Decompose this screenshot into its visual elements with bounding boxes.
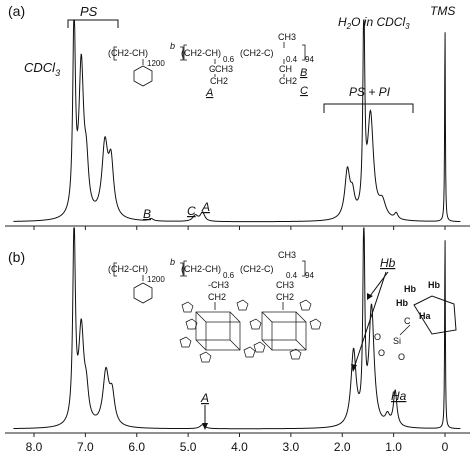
x-tick-label: 1.0 <box>385 440 402 454</box>
spectrum-b-trace <box>13 227 461 430</box>
hb-arrow-2-line <box>369 271 389 297</box>
hb-arrow-1-head <box>351 364 357 372</box>
struct-b-ch3-2: CH3 <box>276 280 294 290</box>
inset-hb-3: Hb <box>396 298 408 308</box>
struct-b-sub04: 0.4 <box>286 271 298 280</box>
struct-b-b: b <box>170 257 175 267</box>
struct-b-ch2-1: CH2 <box>208 292 226 302</box>
struct-a-bracket-1 <box>113 46 184 61</box>
ps-bracket <box>67 19 119 28</box>
struct-b-bracket-2 <box>183 260 306 277</box>
inset-hb-1: Hb <box>404 284 416 294</box>
ps-label: PS <box>80 4 98 19</box>
struct-a-ch2-2: CH2 <box>279 76 297 86</box>
x-tick-label: 4.0 <box>231 440 248 454</box>
struct-b-ch3-top: CH3 <box>278 250 296 260</box>
struct-a-ch3-side: -CH3 <box>212 64 233 74</box>
peak-c-label: C <box>187 204 196 218</box>
h2o-label: H2O in CDCl3 <box>338 15 410 31</box>
struct-a-ch: CH <box>279 64 292 74</box>
hb-label: Hb <box>380 256 396 270</box>
panel-b-label: (b) <box>8 249 25 265</box>
peak-b-label: B <box>143 207 151 221</box>
struct-b-phenyl-ring <box>133 282 153 304</box>
struct-a-bracket-2 <box>183 44 306 61</box>
struct-a-label-a: A <box>205 87 213 99</box>
inset-o1: O <box>374 332 381 342</box>
inset-si: Si <box>393 336 401 346</box>
struct-b-ch2-2: CH2 <box>276 292 294 302</box>
peak-a-b-label: A <box>200 391 209 405</box>
struct-a-chain2: (CH2-CH) <box>181 48 221 58</box>
spectrum-a-trace <box>13 19 461 223</box>
tms-label: TMS <box>430 4 455 18</box>
panel-a-label: (a) <box>8 3 25 19</box>
ps-pi-label: PS + PI <box>349 85 391 99</box>
ps-pi-bracket <box>323 103 414 113</box>
struct-a-chain1: (CH2-CH) <box>108 48 148 58</box>
inset-o3: O <box>398 352 405 362</box>
x-tick-label: 6.0 <box>128 440 145 454</box>
struct-a-b: b <box>170 41 175 51</box>
struct-a-label-c: C <box>300 85 308 97</box>
hb-arrow-1-line <box>353 271 387 369</box>
struct-b-n1200: 1200 <box>147 275 165 284</box>
axes-group <box>5 225 470 434</box>
x-tick-label: 8.0 <box>26 440 43 454</box>
struct-a-c: C <box>209 64 216 74</box>
cyclopentyl-inset: Hb Hb Hb Ha C Si O O O <box>374 280 457 362</box>
struct-a-sub04: 0.4 <box>286 55 298 64</box>
struct-a-n1200: 1200 <box>147 59 165 68</box>
cyclopentyl-ring <box>413 295 457 335</box>
x-tick-label: 5.0 <box>180 440 197 454</box>
hb-arrow-2-head <box>367 293 373 300</box>
inset-c-si-bond <box>399 324 411 336</box>
peak-a-b-arrow-head <box>202 423 208 430</box>
struct-b-bracket-1 <box>113 262 184 277</box>
x-tick-label: 0 <box>442 440 449 454</box>
struct-b-chain3: (CH2-C) <box>240 264 274 274</box>
cdcl3-label: CDCl3 <box>24 60 60 78</box>
struct-a-n94: 94 <box>305 55 314 64</box>
struct-a-chain3: (CH2-C) <box>240 48 274 58</box>
x-tick-label: 7.0 <box>77 440 94 454</box>
struct-a-phenyl-ring <box>133 65 153 87</box>
x-axis-ticks: 8.0 7.0 6.0 5.0 4.0 3.0 2.0 1.0 0 <box>26 226 449 454</box>
x-tick-label: 2.0 <box>334 440 351 454</box>
inset-c: C <box>404 316 411 326</box>
inset-hb-2: Hb <box>428 280 440 290</box>
struct-a-sub06: 0.6 <box>223 55 235 64</box>
struct-b-chain1: (CH2-CH) <box>108 264 148 274</box>
peak-a-label: A <box>201 200 210 214</box>
struct-a-ch3-top: CH3 <box>278 32 296 42</box>
x-tick-label: 3.0 <box>283 440 300 454</box>
structure-a: (CH2-CH) b 1200 (CH2-CH) 0.6 (CH2-C) 0.4… <box>108 32 314 99</box>
poss-cage-2 <box>249 299 322 360</box>
struct-b-chch3: -CH3 <box>208 280 229 290</box>
poss-cage-1 <box>179 299 256 363</box>
struct-b-chain2: (CH2-CH) <box>181 264 221 274</box>
struct-b-sub06: 0.6 <box>223 271 235 280</box>
structure-b: (CH2-CH) b 1200 (CH2-CH) 0.6 (CH2-C) 0.4… <box>108 250 322 363</box>
inset-ha: Ha <box>419 311 431 321</box>
struct-b-n94: 94 <box>305 271 314 280</box>
ha-label: Ha <box>391 389 407 403</box>
inset-o2: O <box>378 348 385 358</box>
struct-a-label-b: B <box>300 67 307 79</box>
struct-a-ch2-1: CH2 <box>210 76 228 86</box>
